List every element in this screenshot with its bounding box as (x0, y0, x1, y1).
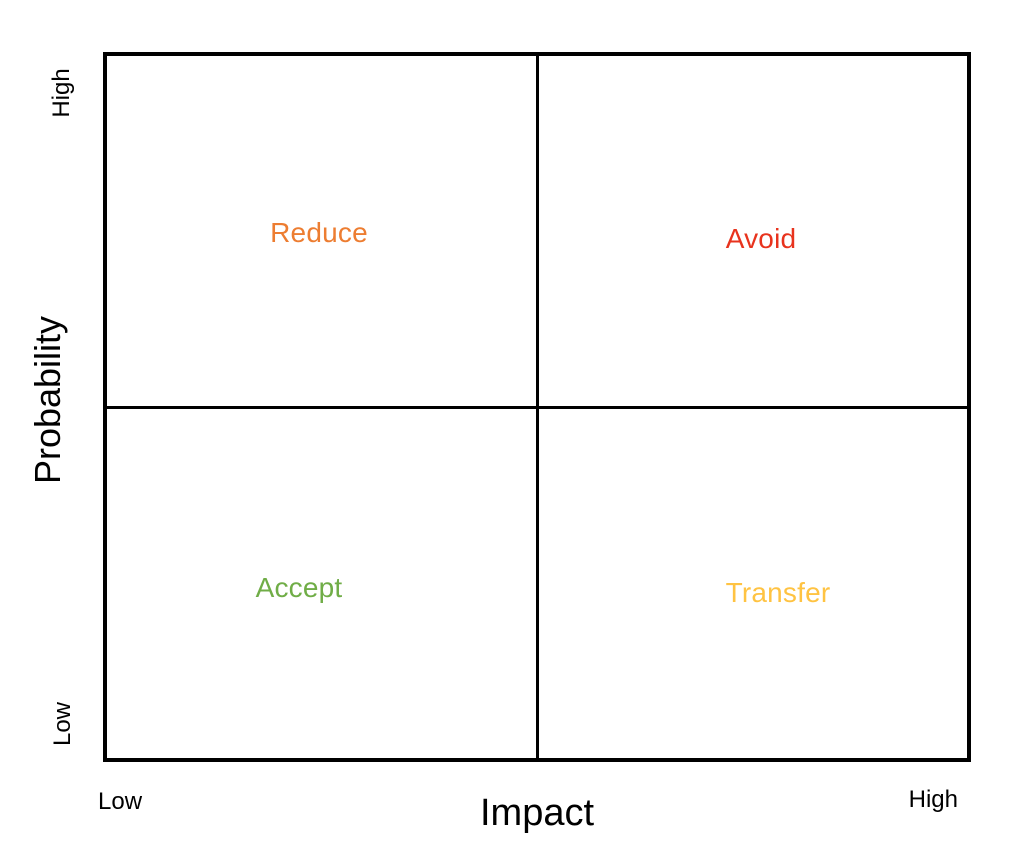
x-axis-high-tick-label: High (908, 786, 958, 813)
y-axis-low-tick-label: Low (49, 701, 76, 747)
y-axis-high-tick-label: High (48, 68, 75, 118)
quadrant-label-accept: Accept (255, 572, 343, 603)
horizontal-divider-line (103, 406, 971, 409)
x-axis-low-tick-label: Low (98, 788, 143, 815)
quadrant-label-transfer: Transfer (725, 577, 831, 608)
y-axis-title: Probability (27, 315, 68, 485)
quadrant-label-reduce: Reduce (270, 217, 368, 248)
quadrant-label-avoid: Avoid (725, 223, 797, 254)
x-axis-title: Impact (479, 792, 595, 834)
